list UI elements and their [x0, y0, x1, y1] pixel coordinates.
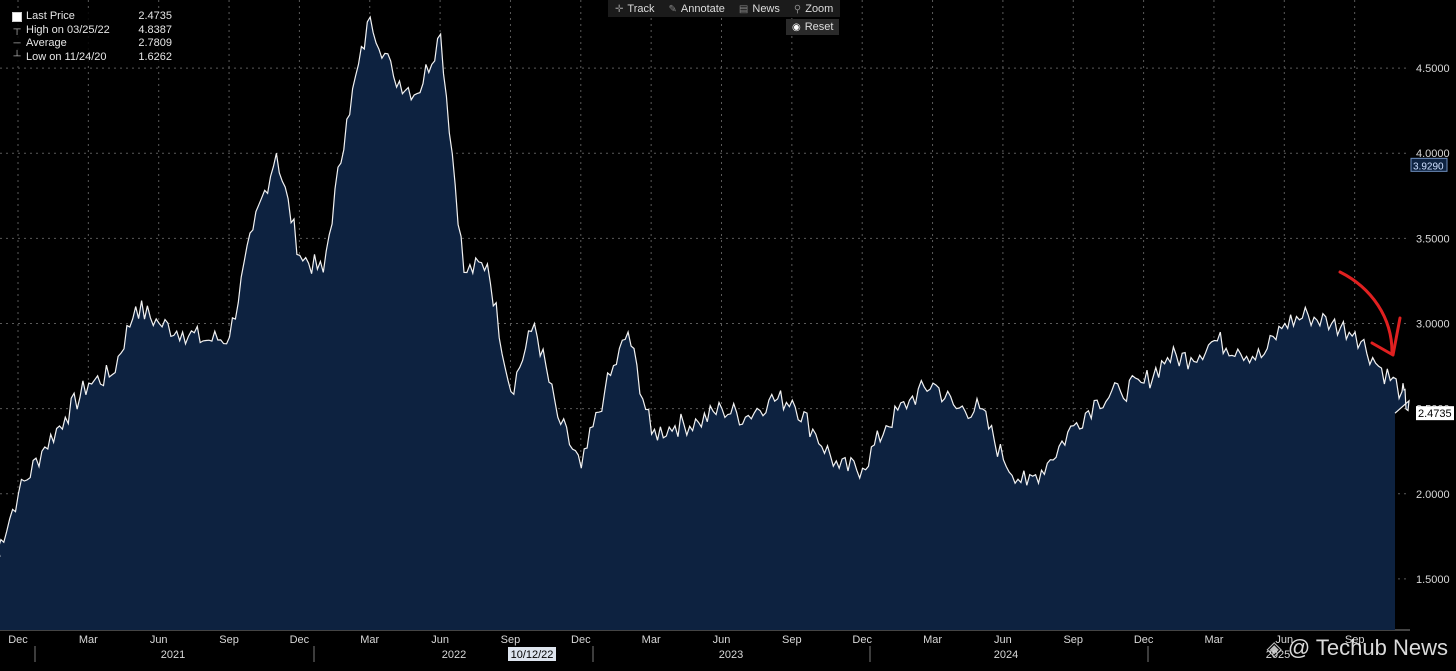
- month-tick-label: Sep: [501, 634, 521, 646]
- legend-low-value: 1.6262: [138, 50, 172, 63]
- year-label: 2022: [442, 649, 466, 661]
- annotation-arrow-curve: [1338, 270, 1394, 354]
- legend-last-price-value: 2.4735: [138, 10, 172, 22]
- legend-average-label: Average: [26, 37, 67, 49]
- high-marker-icon: ┬: [13, 24, 21, 36]
- month-tick-label: Dec: [852, 634, 872, 646]
- annotate-button[interactable]: ✎ Annotate: [661, 3, 731, 15]
- news-label: News: [752, 2, 780, 15]
- month-tick-label: Sep: [1345, 634, 1365, 646]
- legend-low[interactable]: ┴ Low on 11/24/20 1.6262: [12, 51, 172, 65]
- year-label: 2024: [994, 649, 1018, 661]
- legend-last-price-label: Last Price: [26, 10, 75, 22]
- month-tick-label: Sep: [219, 634, 239, 646]
- y-tick-label: 3.5000: [1416, 233, 1450, 245]
- last-price-tag-box: [1416, 406, 1454, 421]
- zoom-label: Zoom: [805, 2, 834, 15]
- track-label: Track: [627, 2, 655, 15]
- month-tick-label: Jun: [431, 634, 449, 646]
- month-tick-label: Jun: [1275, 634, 1293, 646]
- month-tick-label: Dec: [8, 634, 28, 646]
- pencil-icon: ✎: [668, 3, 677, 15]
- month-tick-label: Mar: [360, 634, 379, 646]
- month-tick-label: Mar: [923, 634, 942, 646]
- zoom-button[interactable]: ⚲ Zoom: [787, 3, 840, 15]
- crosshair-date-box: [508, 647, 556, 661]
- low-marker-icon: ┴: [13, 51, 21, 63]
- magnifier-icon: ⚲: [793, 3, 802, 15]
- chart-toolbar: ✛ Track ✎ Annotate ▤ News ⚲ Zoom: [608, 0, 841, 17]
- value-tag-label: 3.9290: [1413, 161, 1444, 172]
- month-tick-label: Jun: [994, 634, 1012, 646]
- y-tick-label: 1.5000: [1416, 574, 1450, 586]
- year-label: 2023: [719, 649, 743, 661]
- last-price-tag-label: 2.4735: [1418, 408, 1452, 420]
- legend-last-price[interactable]: Last Price 2.4735: [12, 10, 172, 24]
- legend-high-label: High on 03/25/22: [26, 23, 110, 36]
- month-tick-label: Sep: [1063, 634, 1083, 646]
- month-tick-label: Mar: [1204, 634, 1223, 646]
- track-button[interactable]: ✛ Track: [608, 3, 661, 15]
- year-label: 2021: [161, 649, 185, 661]
- month-tick-label: Dec: [290, 634, 310, 646]
- price-area-fill: [0, 17, 1409, 630]
- month-tick-label: Sep: [782, 634, 802, 646]
- month-tick-label: Mar: [642, 634, 661, 646]
- y-tick-label: 4.0000: [1416, 148, 1450, 160]
- legend-low-label: Low on 11/24/20: [26, 50, 107, 63]
- annotation-arrow-head: [1370, 316, 1402, 357]
- reset-button[interactable]: ◉ Reset: [786, 19, 840, 35]
- reset-icon: ◉: [792, 22, 801, 33]
- legend-panel: Last Price 2.4735 ┬ High on 03/25/22 4.83…: [8, 8, 176, 66]
- last-price-swatch: [12, 11, 22, 22]
- brand-logo-icon: ◈: [1266, 637, 1282, 660]
- y-tick-label: 3.0000: [1416, 319, 1450, 331]
- crosshair-date-label: 10/12/22: [511, 649, 554, 661]
- price-line: [0, 15, 1410, 557]
- month-tick-label: Mar: [79, 634, 98, 646]
- month-tick-label: Jun: [150, 634, 168, 646]
- watermark: ◈ @ Techub News: [1266, 635, 1448, 661]
- y-tick-label: 4.5000: [1416, 63, 1450, 75]
- crosshair-icon: ✛: [615, 3, 624, 15]
- month-tick-label: Jun: [713, 634, 731, 646]
- year-label: 2025: [1266, 649, 1290, 661]
- news-icon: ▤: [738, 3, 749, 15]
- legend-high[interactable]: ┬ High on 03/25/22 4.8387: [12, 24, 172, 38]
- month-tick-label: Dec: [1134, 634, 1154, 646]
- legend-average[interactable]: ─ Average 2.7809: [12, 37, 172, 51]
- value-tag-box: [1410, 157, 1448, 172]
- reset-label: Reset: [804, 21, 834, 33]
- average-marker-icon: ─: [13, 37, 21, 49]
- month-tick-label: Dec: [571, 634, 591, 646]
- watermark-text: @ Techub News: [1287, 635, 1448, 660]
- legend-high-value: 4.8387: [138, 23, 172, 36]
- annotate-label: Annotate: [680, 2, 725, 15]
- legend-average-value: 2.7809: [138, 37, 172, 49]
- y-tick-label: 2.0000: [1416, 489, 1450, 501]
- news-button[interactable]: ▤ News: [732, 3, 787, 15]
